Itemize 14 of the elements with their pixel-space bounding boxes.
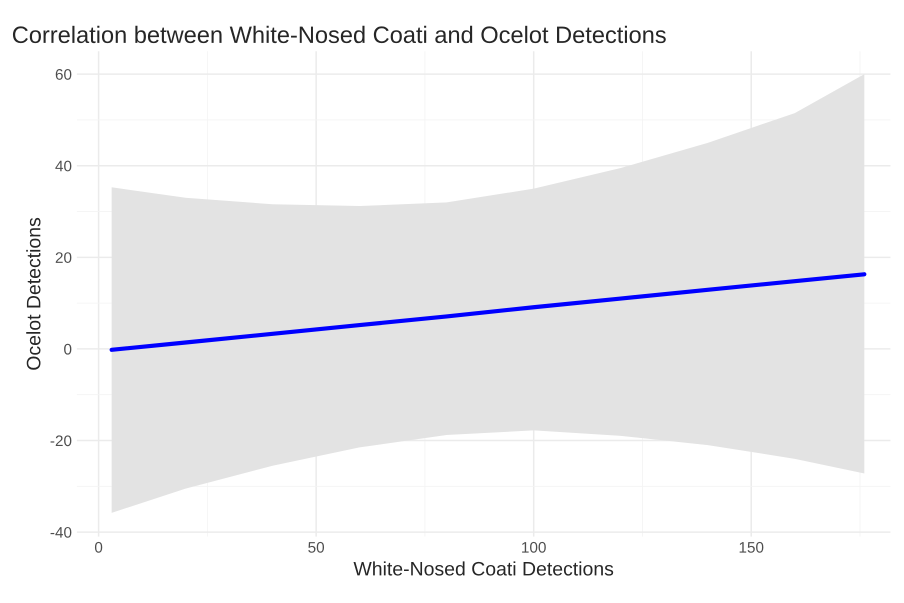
x-tick-label: 0	[94, 542, 102, 553]
y-tick-label: 60	[56, 69, 72, 80]
line-series	[110, 272, 866, 352]
chart-title: Correlation between White-Nosed Coati and Ocelot Detections	[12, 26, 666, 44]
x-axis-title: White-Nosed Coati Detections	[354, 561, 614, 576]
y-tick-label: 20	[56, 252, 72, 264]
x-tick-label: 150	[740, 542, 764, 553]
x-tick-label: 50	[308, 542, 324, 553]
x-tick-label: 100	[522, 542, 546, 553]
y-tick-label: -40	[50, 526, 72, 538]
y-axis-title: Ocelot Detections	[26, 218, 40, 370]
y-tick-label: -20	[50, 435, 72, 446]
y-tick-label: 0	[64, 344, 72, 355]
y-tick-label: 40	[55, 160, 72, 172]
